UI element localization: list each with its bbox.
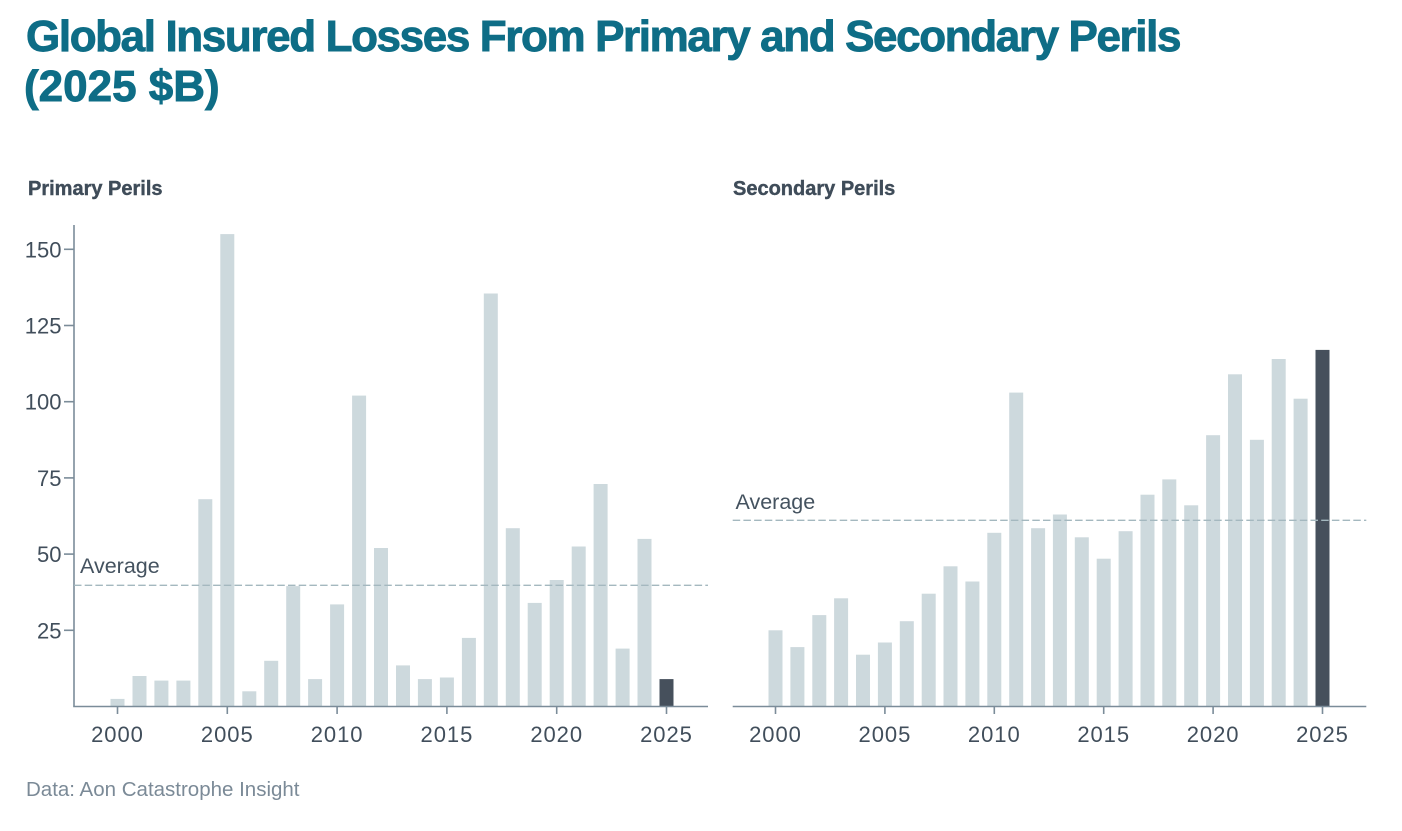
- svg-text:2010: 2010: [968, 722, 1021, 747]
- svg-text:2020: 2020: [1187, 722, 1240, 747]
- svg-text:2025: 2025: [1296, 722, 1349, 747]
- svg-text:150: 150: [25, 237, 62, 262]
- svg-text:Primary Perils: Primary Perils: [28, 178, 163, 200]
- svg-text:2005: 2005: [859, 722, 912, 747]
- svg-text:Data: Aon Catastrophe Insight: Data: Aon Catastrophe Insight: [26, 778, 300, 801]
- svg-text:50: 50: [37, 542, 61, 567]
- svg-text:2025: 2025: [640, 722, 693, 747]
- svg-text:100: 100: [25, 390, 62, 415]
- svg-text:75: 75: [37, 466, 61, 491]
- svg-text:Average: Average: [80, 554, 160, 578]
- svg-text:125: 125: [25, 314, 62, 339]
- svg-text:(2025 $B): (2025 $B): [24, 62, 220, 111]
- svg-text:Average: Average: [736, 490, 816, 514]
- svg-text:25: 25: [37, 618, 61, 643]
- svg-text:2000: 2000: [749, 722, 802, 747]
- svg-text:2015: 2015: [421, 722, 474, 747]
- svg-text:2000: 2000: [91, 722, 144, 747]
- svg-text:2010: 2010: [311, 722, 364, 747]
- svg-text:2005: 2005: [201, 722, 254, 747]
- svg-text:Secondary Perils: Secondary Perils: [733, 178, 895, 200]
- svg-text:2020: 2020: [530, 722, 583, 747]
- svg-text:Global Insured Losses From Pri: Global Insured Losses From Primary and S…: [26, 12, 1180, 61]
- svg-text:2015: 2015: [1077, 722, 1130, 747]
